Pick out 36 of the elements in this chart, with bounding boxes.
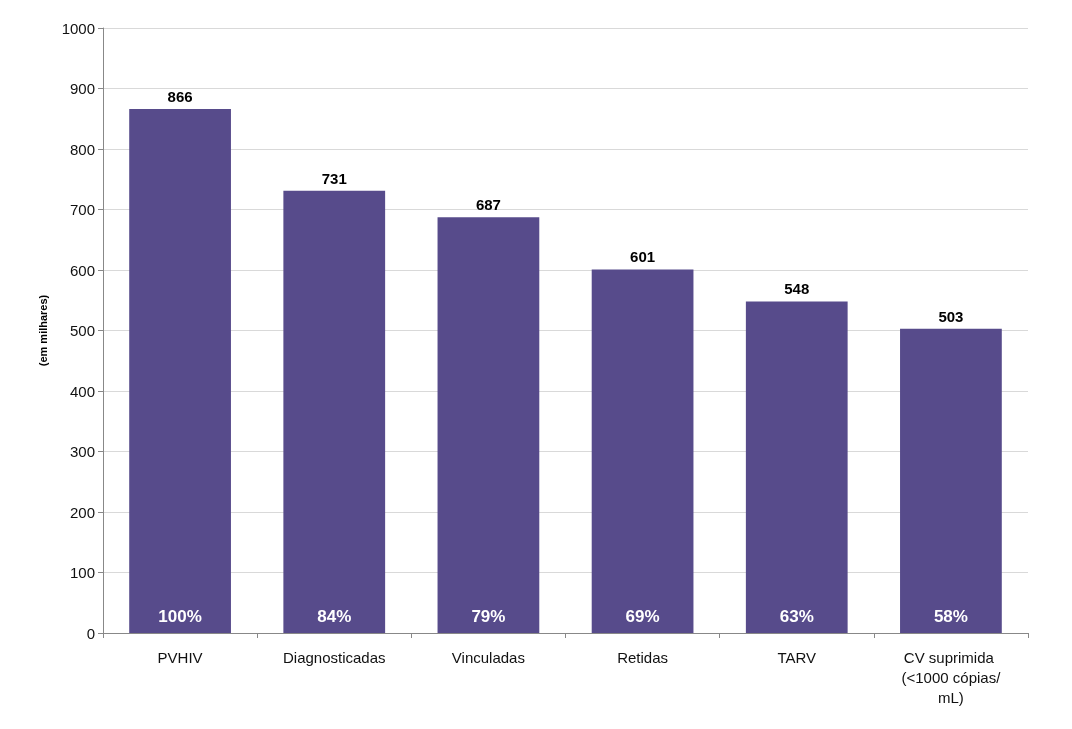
y-tick-label: 0 — [86, 624, 95, 642]
y-tick-label: 700 — [69, 201, 95, 218]
annotation: 63% — [779, 607, 814, 626]
x-tick-label: PVHIV — [157, 648, 203, 666]
y-tick-label: 1000 — [61, 19, 95, 37]
data-label: 731 — [321, 169, 347, 187]
y-tick-label: 500 — [69, 322, 95, 339]
bar — [437, 217, 540, 633]
x-tick-label: Retidas — [617, 648, 669, 666]
y-tick-label: 900 — [69, 80, 95, 97]
annotation: 84% — [317, 607, 352, 626]
annotation: 58% — [933, 607, 968, 626]
bar — [283, 190, 386, 633]
data-label: 866 — [167, 88, 193, 106]
annotation: 100% — [158, 607, 202, 626]
y-tick-label: 400 — [69, 382, 95, 400]
y-tick-label: 100 — [69, 564, 95, 581]
data-label: 503 — [938, 307, 964, 325]
y-tick-label: 800 — [69, 140, 95, 158]
x-tick-label: Diagnosticadas — [282, 648, 386, 666]
y-tick-label: 600 — [69, 261, 95, 279]
x-tick-label: Vinculadas — [451, 648, 525, 666]
data-label: 601 — [630, 248, 656, 266]
bar — [900, 328, 1002, 633]
annotation: 69% — [625, 607, 660, 626]
x-tick-label: CV suprimida (<1000 cópias/mL) — [901, 648, 1002, 706]
y-tick-label: 300 — [69, 443, 95, 460]
bar — [129, 109, 231, 633]
bar — [745, 301, 848, 633]
bar — [591, 269, 694, 633]
y-axis-title: (em milhares) — [36, 294, 49, 367]
y-tick-label: 200 — [69, 503, 95, 521]
annotation: 79% — [471, 607, 506, 626]
data-label: 548 — [784, 280, 810, 298]
x-tick-label: TARV — [777, 648, 817, 666]
data-label: 687 — [475, 196, 501, 214]
